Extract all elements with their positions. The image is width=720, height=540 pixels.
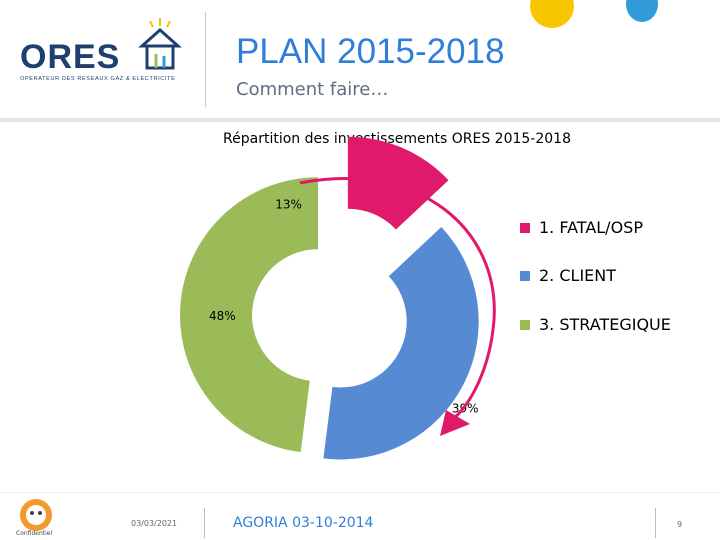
legend-swatch xyxy=(520,222,530,233)
ores-logo: ORES OPERATEUR DES RESEAUX GAZ & ELECTRI… xyxy=(14,12,190,92)
footer-divider-right xyxy=(655,508,656,538)
legend-label: 2. CLIENT xyxy=(539,266,617,285)
slice-2 xyxy=(323,226,479,460)
legend-swatch xyxy=(520,270,530,281)
legend-swatch xyxy=(520,319,530,330)
page-number: 9 xyxy=(677,520,683,529)
header-divider xyxy=(205,12,206,107)
legend-label: 3. STRATEGIQUE xyxy=(539,315,671,334)
slide-header: ORES OPERATEUR DES RESEAUX GAZ & ELECTRI… xyxy=(0,0,720,118)
badge-label: Confidentiel xyxy=(16,530,53,537)
footer-date: 03/03/2021 xyxy=(131,519,178,528)
confidential-badge-icon xyxy=(14,498,58,538)
footer-event: AGORIA 03-10-2014 xyxy=(233,515,374,531)
cycle-arrow xyxy=(299,177,496,436)
slice-1 xyxy=(347,136,449,230)
legend-label: 1. FATAL/OSP xyxy=(539,218,643,237)
slide-title: PLAN 2015-2018 xyxy=(236,32,505,71)
slide-subtitle: Comment faire… xyxy=(236,79,389,100)
cycle-arrow-arc xyxy=(299,177,496,422)
legend-item-2: 2. CLIENT xyxy=(520,266,616,285)
header-band xyxy=(0,118,720,122)
data-label-1: 13% xyxy=(275,197,302,211)
slice-3 xyxy=(180,177,319,453)
decor-blobs xyxy=(530,0,658,28)
legend-item-3: 3. STRATEGIQUE xyxy=(520,315,671,334)
logo-tagline: OPERATEUR DES RESEAUX GAZ & ELECTRICITE xyxy=(20,76,176,82)
logo-wordmark: ORES xyxy=(20,38,121,76)
legend-item-1: 1. FATAL/OSP xyxy=(520,218,643,237)
house-icon xyxy=(138,18,182,70)
data-label-3: 48% xyxy=(209,309,236,323)
footer-divider-left xyxy=(204,508,205,538)
cycle-arrow-head xyxy=(440,410,470,436)
footer-divider-line xyxy=(0,492,720,493)
chart-title: Répartition des investissements ORES 201… xyxy=(223,131,571,147)
